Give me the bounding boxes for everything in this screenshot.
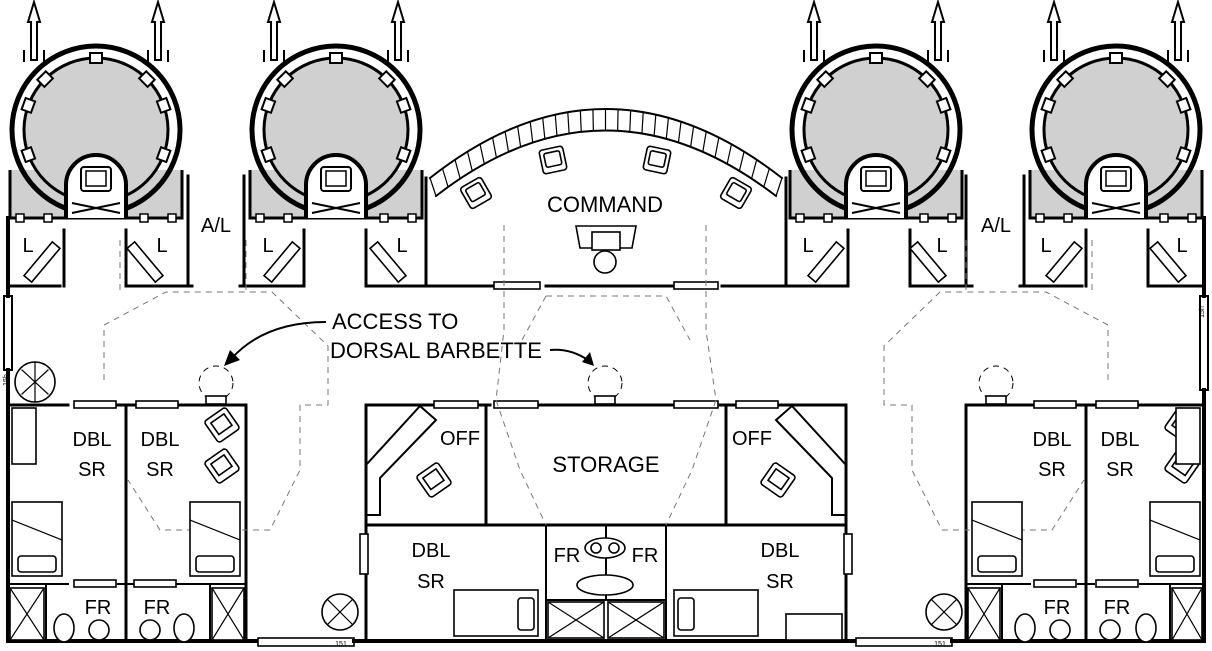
shower <box>607 601 665 639</box>
sink <box>88 619 110 641</box>
walls <box>3 174 1209 647</box>
label-storage: STORAGE <box>552 452 659 477</box>
bed <box>673 589 759 637</box>
tag-151: 151 <box>934 641 946 648</box>
label-l: L <box>396 235 407 257</box>
turret-group <box>8 0 1204 223</box>
label-sr: SR <box>417 571 445 593</box>
tag-151: 151 <box>335 641 347 648</box>
sink <box>139 619 161 641</box>
bunk <box>22 240 62 284</box>
tag-15h: 15h <box>1199 306 1206 318</box>
label-dbl: DBL <box>141 429 180 451</box>
command-chair <box>459 176 493 210</box>
label-airlock: A/L <box>201 215 231 237</box>
label-fr: FR <box>85 597 112 619</box>
label-l: L <box>262 235 273 257</box>
label-dbl: DBL <box>412 540 451 562</box>
shower <box>547 601 605 639</box>
globe <box>925 593 963 631</box>
globe <box>14 361 56 403</box>
chair <box>416 462 452 498</box>
toilet <box>173 613 195 643</box>
shower <box>1171 587 1203 641</box>
label-fr: FR <box>144 597 171 619</box>
bed <box>1149 501 1201 577</box>
sink <box>1099 619 1121 641</box>
label-dorsal-barbette: DORSAL BARBETTE <box>330 338 542 363</box>
chair <box>204 448 240 484</box>
bunk <box>368 240 408 284</box>
toilet <box>53 613 75 643</box>
tag-15h: 15h <box>3 374 10 386</box>
shower <box>9 587 45 641</box>
label-airlock: A/L <box>981 215 1011 237</box>
shower <box>211 587 245 641</box>
command-arc <box>428 108 784 274</box>
label-sr: SR <box>78 459 106 481</box>
label-fr: FR <box>1104 597 1131 619</box>
label-sr: SR <box>1106 459 1134 481</box>
callout-arrows <box>224 321 594 366</box>
toilet <box>1135 613 1157 643</box>
label-dbl: DBL <box>73 429 112 451</box>
label-command: COMMAND <box>547 192 663 217</box>
turret <box>248 0 424 223</box>
command-chair <box>538 145 568 175</box>
label-dbl: DBL <box>761 540 800 562</box>
label-fr: FR <box>1044 597 1071 619</box>
turret <box>8 0 184 223</box>
chair <box>760 462 796 498</box>
label-l: L <box>802 235 813 257</box>
label-l: L <box>156 235 167 257</box>
bed <box>971 501 1023 577</box>
label-sr: SR <box>1038 459 1066 481</box>
desk <box>785 613 843 641</box>
captain-chair <box>575 225 637 274</box>
label-l: L <box>1040 235 1051 257</box>
label-l: L <box>22 235 33 257</box>
label-access: ACCESS TO <box>332 309 458 334</box>
bunk <box>125 240 165 284</box>
desk <box>1175 407 1201 465</box>
bunk <box>908 240 948 284</box>
label-dbl: DBL <box>1033 429 1072 451</box>
tub <box>576 574 634 596</box>
command-chair <box>719 176 753 210</box>
bed <box>189 501 241 577</box>
command-chair <box>642 145 672 175</box>
label-sr: SR <box>766 571 794 593</box>
labels: COMMAND ACCESS TO DORSAL BARBETTE STORAG… <box>3 192 1206 648</box>
chair <box>204 407 240 443</box>
bunk <box>262 240 302 284</box>
bunk <box>1148 240 1188 284</box>
turret <box>788 0 964 223</box>
bed <box>453 589 539 637</box>
bunk <box>806 240 846 284</box>
label-sr: SR <box>146 459 174 481</box>
bed <box>11 501 63 577</box>
label-l: L <box>1176 235 1187 257</box>
desk <box>11 407 37 465</box>
sink <box>584 537 626 559</box>
label-fr: FR <box>632 545 659 567</box>
label-fr: FR <box>554 545 581 567</box>
toilet <box>1014 613 1036 643</box>
barbette-access <box>198 365 1014 405</box>
globe <box>321 593 359 631</box>
turret <box>1028 0 1204 223</box>
label-off: OFF <box>732 428 772 450</box>
bunk <box>1044 240 1084 284</box>
sink <box>1049 619 1071 641</box>
shower <box>967 587 1001 641</box>
label-off: OFF <box>440 428 480 450</box>
label-l: L <box>936 235 947 257</box>
label-dbl: DBL <box>1101 429 1140 451</box>
